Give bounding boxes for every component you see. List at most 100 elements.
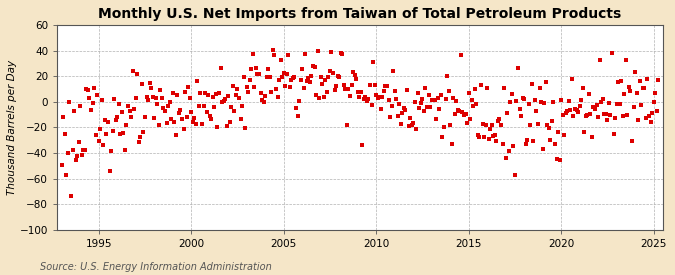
- Point: [329, 87, 340, 92]
- Point: [153, 123, 164, 127]
- Point: [106, 149, 117, 153]
- Point: [65, 194, 76, 198]
- Point: [261, 75, 272, 79]
- Point: [211, 91, 221, 96]
- Point: [101, 131, 112, 136]
- Point: [263, 67, 273, 71]
- Point: [212, 125, 223, 129]
- Point: [647, 111, 657, 116]
- Point: [398, 106, 409, 110]
- Point: [380, 84, 391, 89]
- Point: [130, 96, 141, 100]
- Point: [280, 84, 291, 89]
- Point: [198, 104, 209, 108]
- Point: [487, 123, 497, 127]
- Point: [375, 107, 386, 112]
- Point: [516, 114, 526, 119]
- Point: [512, 66, 523, 70]
- Point: [539, 101, 549, 105]
- Point: [366, 102, 377, 107]
- Point: [637, 86, 648, 90]
- Point: [522, 137, 533, 142]
- Point: [113, 102, 124, 106]
- Point: [118, 130, 129, 135]
- Point: [231, 93, 242, 98]
- Point: [272, 95, 283, 100]
- Point: [435, 92, 446, 97]
- Point: [371, 93, 381, 98]
- Point: [540, 80, 551, 84]
- Point: [508, 144, 519, 148]
- Point: [548, 99, 559, 104]
- Point: [511, 99, 522, 103]
- Point: [616, 79, 626, 84]
- Point: [136, 81, 147, 86]
- Point: [229, 109, 240, 113]
- Point: [619, 92, 630, 96]
- Point: [479, 135, 489, 139]
- Point: [217, 100, 227, 104]
- Point: [163, 103, 173, 108]
- Point: [572, 110, 583, 115]
- Point: [346, 83, 357, 87]
- Point: [408, 121, 418, 125]
- Point: [528, 139, 539, 143]
- Point: [591, 103, 602, 108]
- Point: [235, 117, 246, 122]
- Point: [244, 78, 255, 82]
- Point: [87, 101, 98, 105]
- Point: [389, 88, 400, 93]
- Point: [241, 85, 252, 90]
- Point: [277, 74, 288, 79]
- Point: [582, 113, 593, 117]
- Point: [653, 78, 664, 82]
- Point: [340, 86, 351, 91]
- Point: [499, 86, 510, 90]
- Point: [304, 80, 315, 84]
- Point: [651, 109, 662, 113]
- Point: [642, 77, 653, 81]
- Point: [440, 97, 451, 101]
- Point: [78, 148, 88, 153]
- Y-axis label: Thousand Barrels per Day: Thousand Barrels per Day: [7, 60, 17, 195]
- Point: [215, 66, 226, 71]
- Point: [292, 114, 303, 118]
- Point: [97, 97, 107, 102]
- Point: [88, 86, 99, 91]
- Point: [286, 78, 297, 82]
- Point: [135, 135, 146, 139]
- Point: [317, 81, 327, 86]
- Point: [556, 98, 566, 102]
- Point: [109, 97, 119, 101]
- Point: [631, 90, 642, 95]
- Point: [526, 82, 537, 86]
- Point: [562, 109, 572, 113]
- Point: [220, 97, 231, 102]
- Point: [344, 94, 355, 98]
- Point: [265, 75, 275, 79]
- Point: [314, 96, 325, 100]
- Point: [434, 107, 445, 111]
- Point: [256, 98, 267, 103]
- Point: [632, 118, 643, 122]
- Point: [194, 104, 205, 108]
- Point: [146, 86, 157, 90]
- Point: [75, 104, 86, 108]
- Point: [547, 119, 558, 123]
- Point: [514, 107, 525, 111]
- Point: [58, 115, 69, 119]
- Point: [392, 114, 403, 118]
- Point: [351, 77, 362, 81]
- Point: [254, 72, 265, 76]
- Point: [310, 93, 321, 97]
- Point: [289, 75, 300, 80]
- Point: [559, 133, 570, 137]
- Point: [630, 70, 641, 74]
- Point: [529, 98, 540, 102]
- Point: [483, 137, 494, 141]
- Point: [184, 96, 195, 100]
- Point: [189, 115, 200, 120]
- Point: [142, 98, 153, 102]
- Point: [411, 127, 422, 131]
- Point: [161, 121, 172, 126]
